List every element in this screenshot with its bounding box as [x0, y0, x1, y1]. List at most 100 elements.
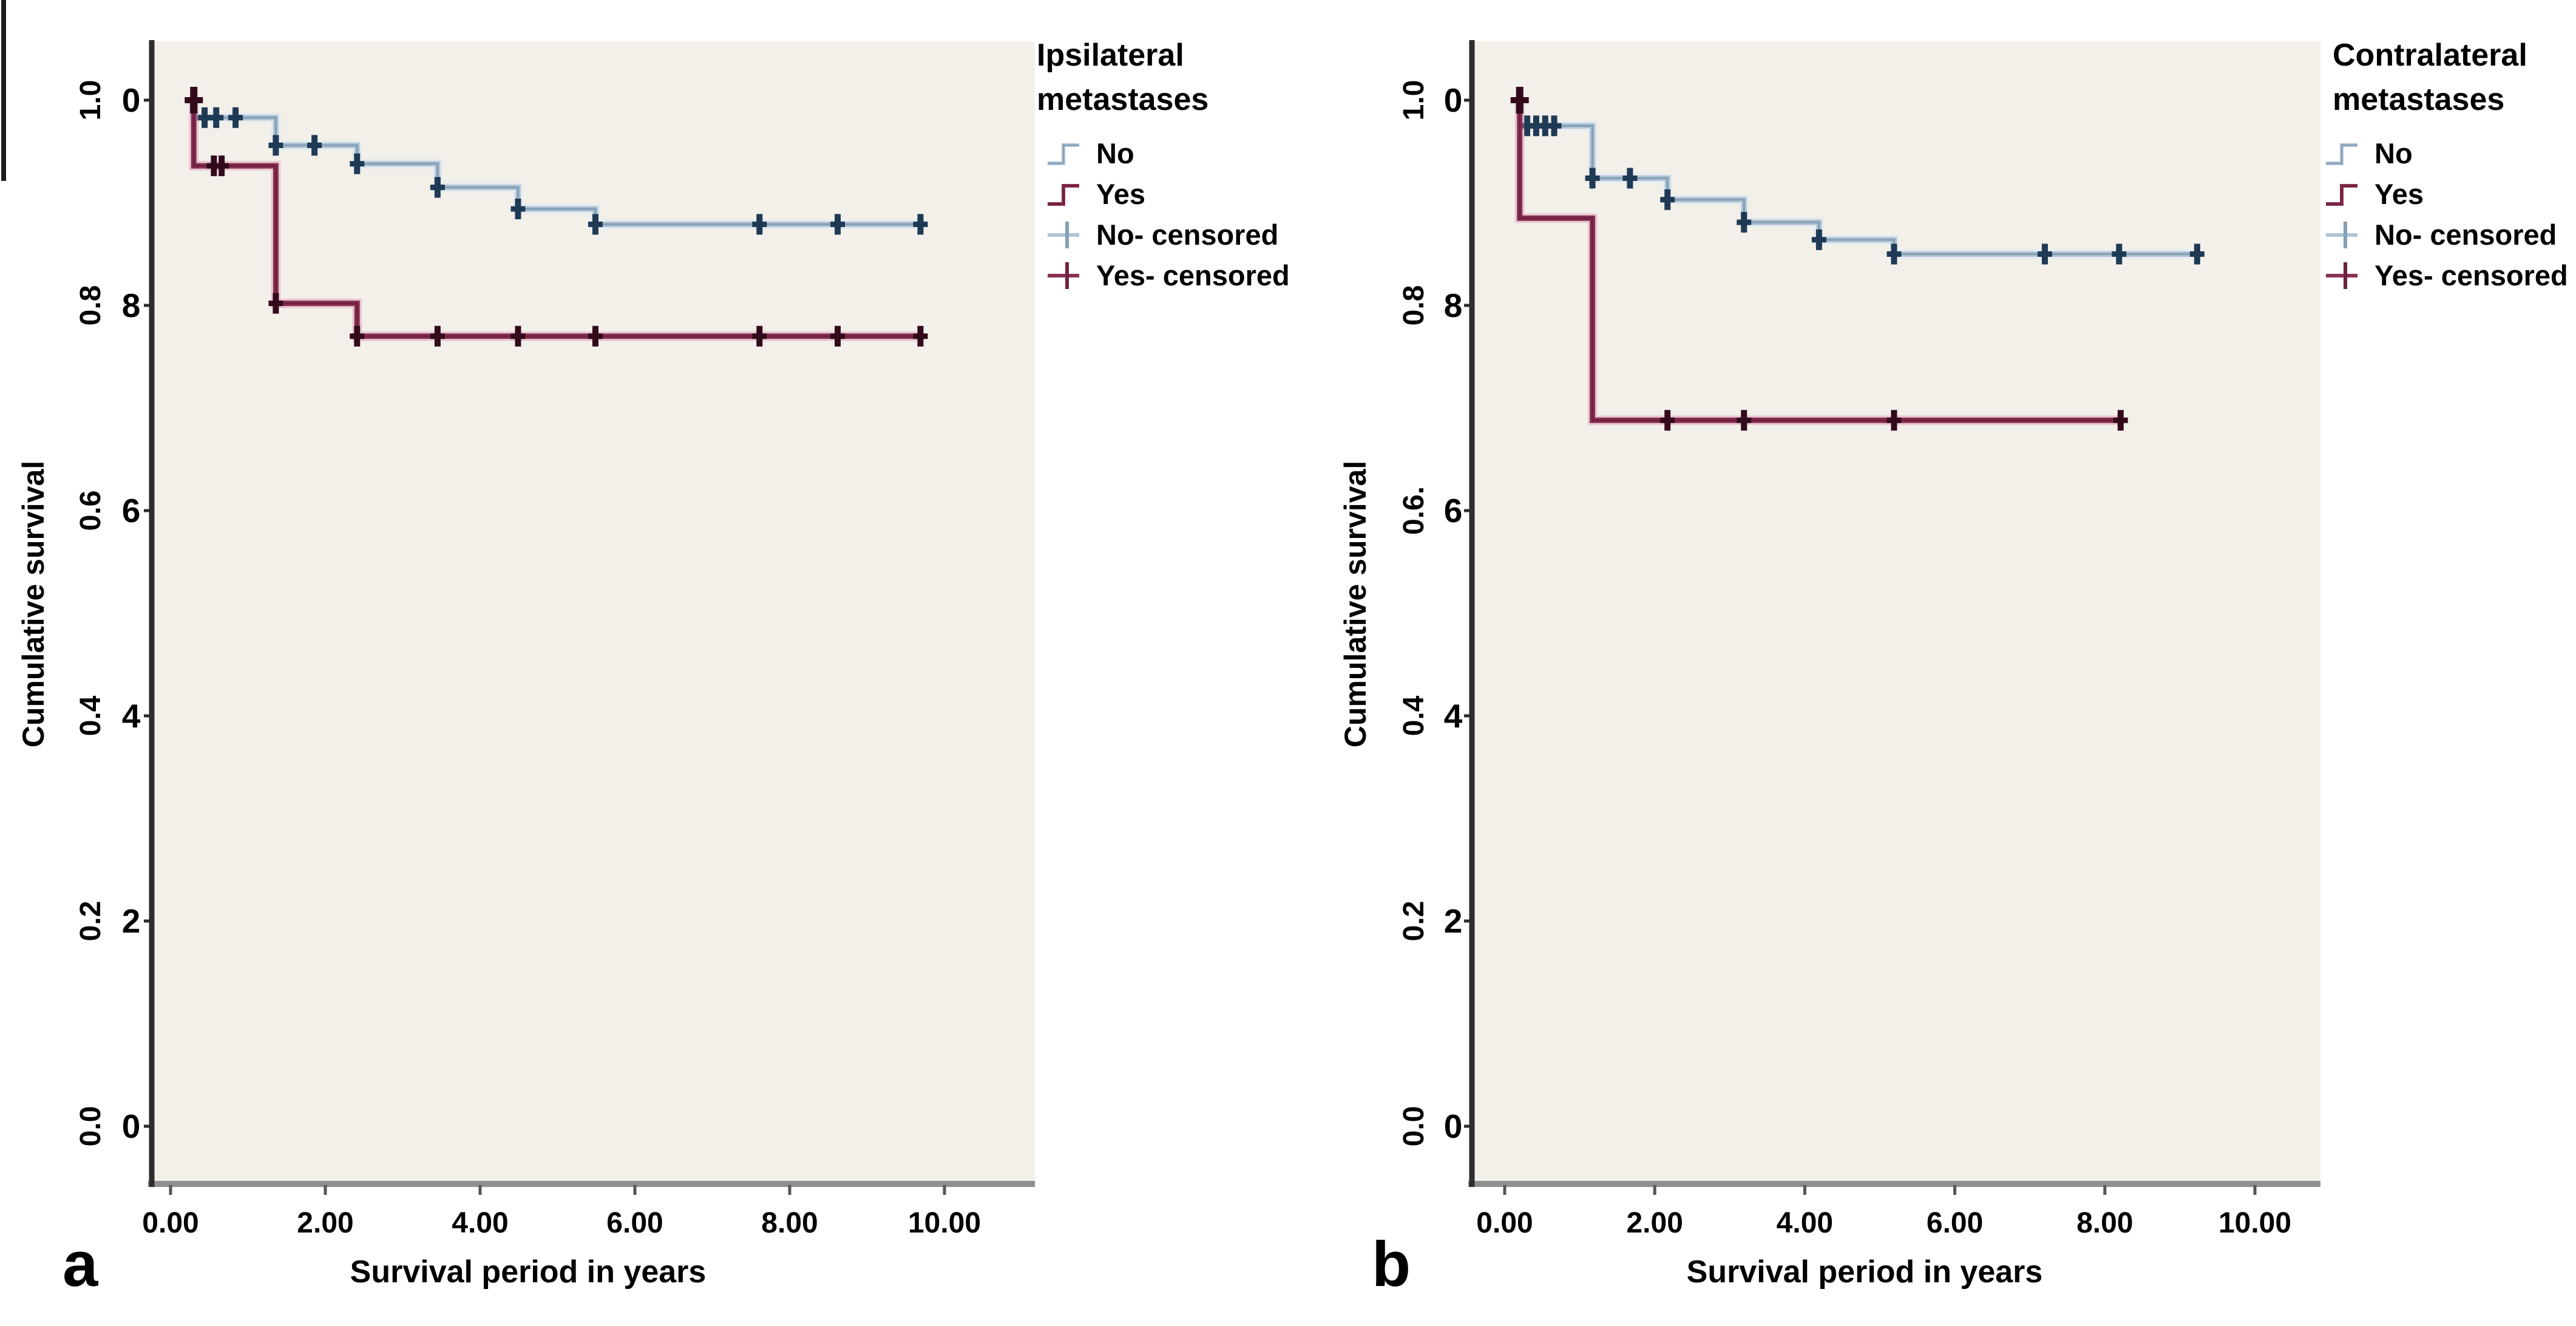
y-tick-digit: 6	[121, 492, 141, 529]
legend-item-no-censored: No- censored	[1045, 214, 1278, 255]
censor-mark-no	[228, 107, 243, 128]
y-tick-digit: 2	[121, 902, 141, 940]
legend-item-yes: Yes	[1045, 174, 1145, 214]
censor-mark-yes	[350, 325, 365, 347]
y-tick-digit: 2	[1443, 902, 1463, 940]
panel-ipsilateral: Cumulative survival 1.0 0 0.8 8 0.6 6 0.4 4 0.2 2…	[16, 33, 1290, 1300]
x-tick-label: 0.00	[142, 1207, 199, 1239]
y-tick-digit: 6	[1443, 492, 1463, 529]
censor-mark-yes	[430, 325, 445, 347]
censor-mark-yes	[1660, 410, 1675, 431]
censor-mark-yes	[913, 325, 928, 347]
y-axis-title: Cumulative survival	[16, 460, 50, 748]
censor-mark-yes	[752, 325, 767, 347]
censor-plus-icon	[2326, 262, 2357, 289]
y-tick-label-rotated: 0.0	[1398, 1106, 1430, 1147]
legend-title-line2: metastases	[2333, 82, 2505, 117]
censor-plus-icon	[1048, 262, 1079, 289]
censor-mark-yes	[510, 325, 526, 347]
curve-start-marker	[185, 87, 203, 114]
censor-mark-no	[268, 135, 283, 156]
censor-mark-no	[1886, 243, 1902, 265]
x-tick-label: 10.00	[907, 1207, 981, 1239]
x-axis-title: Survival period in years	[350, 1254, 707, 1290]
censor-mark-no	[1622, 168, 1638, 189]
panel-letter-b: b	[1372, 1229, 1411, 1300]
censor-mark-no	[830, 214, 846, 235]
censor-mark-no	[2189, 243, 2205, 265]
x-tick-label: 2.00	[1626, 1207, 1683, 1239]
legend-item-label: No	[1096, 137, 1134, 169]
censor-plus-icon	[2326, 221, 2357, 248]
x-tick-label: 8.00	[761, 1207, 818, 1239]
legend-item-label: No	[2374, 137, 2413, 169]
y-tick-digit: 4	[1443, 697, 1463, 735]
legend-title: Ipsilateral metastases	[1037, 33, 1208, 122]
y-tick-digit: 8	[1443, 287, 1463, 324]
censor-mark-yes	[830, 325, 846, 347]
censor-mark-no	[2037, 243, 2052, 265]
y-tick-label-rotated: 1.0	[75, 80, 107, 121]
censor-mark-no	[209, 107, 224, 128]
legend-item-no: No	[2323, 133, 2413, 174]
y-tick-label-rotated: 0.6.	[1398, 486, 1430, 536]
legend-item-yes-censored: Yes- censored	[1045, 255, 1290, 296]
y-tick-label-rotated: 0.4	[75, 695, 107, 736]
x-tick-label: 4.00	[1776, 1207, 1834, 1239]
x-tick-label: 2.00	[297, 1207, 354, 1239]
legend-item-label: No- censored	[2374, 218, 2557, 251]
legend-item-label: Yes- censored	[2374, 259, 2568, 291]
censor-mark-no	[913, 214, 928, 235]
censor-mark-yes	[214, 155, 229, 177]
censor-mark-no	[752, 214, 767, 235]
y-tick-label-rotated: 0.0	[75, 1106, 107, 1147]
censor-mark-no	[1547, 115, 1562, 137]
plot-background	[1472, 41, 2320, 1184]
x-tick-label: 4.00	[452, 1207, 509, 1239]
km-plot-ipsilateral	[144, 40, 1035, 1195]
censor-mark-no	[588, 214, 603, 235]
x-tick-label: 10.00	[2218, 1207, 2292, 1239]
censor-mark-yes	[1737, 410, 1752, 431]
y-tick-label-rotated: 0.8	[75, 285, 107, 326]
legend-item-label: Yes	[1096, 177, 1146, 210]
censor-mark-no	[2112, 243, 2127, 265]
km-curve-no-core	[1518, 100, 2197, 256]
scan-edge-artifact	[1, 0, 6, 181]
km-curve-no-core	[192, 100, 921, 226]
y-tick-digit: 0	[1443, 1107, 1463, 1145]
y-tick-digit: 0	[121, 81, 141, 119]
y-tick-digit: 8	[121, 287, 141, 324]
x-tick-label: 6.00	[606, 1207, 663, 1239]
censor-mark-no	[1811, 229, 1826, 250]
censor-mark-yes	[588, 325, 603, 347]
y-tick-digit: 4	[121, 697, 141, 735]
censor-mark-no	[350, 153, 365, 174]
legend-item-yes: Yes	[2323, 174, 2424, 214]
censor-mark-no	[430, 177, 445, 198]
legend-title-line1: Ipsilateral	[1037, 38, 1184, 73]
curve-start-marker	[1510, 87, 1529, 114]
y-tick-label-rotated: 0.8	[1398, 285, 1430, 326]
y-tick-digit: 0	[121, 1107, 141, 1145]
legend-item-yes-censored: Yes- censored	[2323, 255, 2568, 296]
x-tick-label: 6.00	[1926, 1207, 1984, 1239]
censor-mark-no	[510, 199, 526, 220]
panel-contralateral: Cumulative survival 1.0 0 0.8 8 0.6. 6 0.4 4 0.2…	[1288, 0, 2576, 1326]
censor-plus-icon	[1048, 221, 1079, 248]
censor-mark-no	[1585, 168, 1600, 189]
x-tick-label: 0.00	[1476, 1207, 1533, 1239]
panel-letter-a: a	[63, 1229, 98, 1300]
legend-item-no-censored: No- censored	[2323, 214, 2557, 255]
y-axis-title: Cumulative survival	[1338, 460, 1372, 748]
y-tick-label-rotated: 0.4	[1398, 695, 1430, 736]
legend-item-label: No- censored	[1096, 218, 1279, 251]
censor-mark-no	[1660, 189, 1675, 210]
censor-mark-yes	[2113, 410, 2128, 431]
step-line-icon	[1048, 143, 1079, 165]
censor-mark-no	[307, 135, 322, 156]
legend-item-label: Yes	[2374, 177, 2424, 210]
y-tick-label-rotated: 0.2	[1398, 900, 1430, 942]
y-tick-digit: 0	[1443, 81, 1463, 119]
